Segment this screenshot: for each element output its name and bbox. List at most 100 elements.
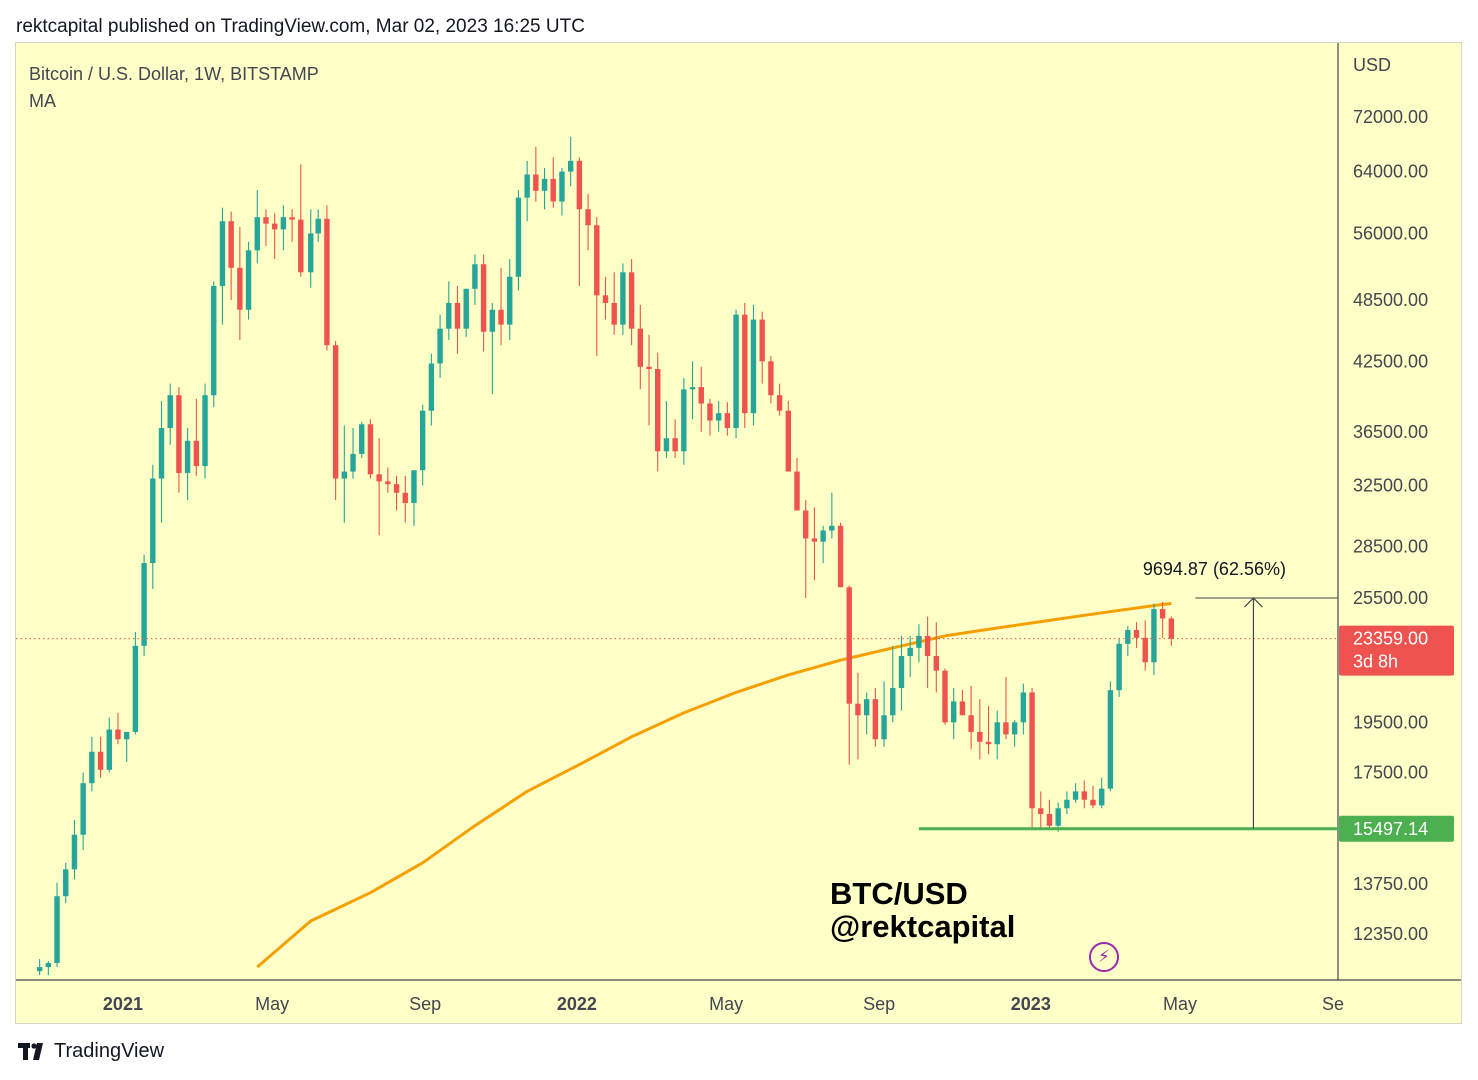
support-price-badge: [1339, 815, 1454, 842]
candle-body: [968, 715, 974, 732]
candle-body: [567, 160, 574, 172]
current-price-label: 23359.00: [1353, 629, 1428, 649]
price-axis-unit: USD: [1353, 55, 1391, 75]
candle-body: [54, 896, 60, 964]
lightning-icon[interactable]: ⚡: [1089, 942, 1119, 972]
price-tick-label: 42500.00: [1353, 351, 1428, 371]
candle-body: [724, 413, 731, 429]
candle-body: [890, 687, 896, 716]
time-tick-label: Sep: [863, 994, 895, 1014]
moving-average-layer: [256, 602, 1172, 969]
candle-body: [289, 217, 295, 220]
candle-body: [881, 715, 887, 740]
candle-body: [341, 471, 348, 479]
watermark-line-1: BTC/USD: [830, 876, 968, 911]
candle-body: [907, 647, 913, 657]
candle-body: [419, 410, 426, 471]
candle-body: [594, 225, 600, 296]
candle-body: [681, 389, 687, 452]
candle-body: [1090, 799, 1096, 806]
candle-body: [1133, 629, 1140, 638]
watermark-text: BTC/USD @rektcapital: [830, 877, 1015, 943]
candle-body: [655, 368, 661, 452]
candle-body: [376, 474, 382, 482]
price-tick-label: 64000.00: [1353, 162, 1428, 182]
candle-body: [855, 703, 861, 716]
candle-body: [768, 361, 774, 396]
candle-body: [324, 218, 330, 346]
candle-body: [620, 272, 626, 325]
candle-body: [446, 302, 452, 329]
candle-body: [707, 403, 713, 421]
candle-countdown-label: 3d 8h: [1353, 652, 1398, 672]
price-tick-label: 56000.00: [1353, 223, 1428, 243]
chart-panel[interactable]: USD 72000.00 64000.00 56000.00 48500.00 42500…: [15, 42, 1462, 1024]
price-tick-label: 36500.00: [1353, 422, 1428, 442]
candle-body: [1081, 791, 1087, 800]
candle-body: [89, 751, 95, 784]
candle-body: [951, 701, 957, 723]
candle-body: [602, 295, 609, 303]
candle-body: [628, 272, 635, 329]
candle-body: [393, 484, 400, 493]
candle-body: [489, 309, 496, 332]
candle-body: [367, 424, 374, 475]
candle-body: [985, 741, 992, 745]
candle-body: [994, 722, 1000, 745]
footer: TradingView: [18, 1040, 164, 1063]
candle-body: [411, 470, 417, 504]
candle-body: [141, 563, 147, 646]
candle-body: [480, 264, 487, 332]
candle-body: [280, 217, 287, 230]
overlay-layer: 23359.00 3d 8h 15497.14 9694.87 (62.56%): [16, 559, 1454, 842]
candle-body: [672, 438, 678, 452]
candle-body: [689, 387, 696, 390]
candle-body: [872, 699, 879, 740]
candle-body: [332, 345, 339, 479]
candle-body: [515, 197, 522, 277]
candle-body: [245, 250, 252, 310]
candle-body: [36, 967, 43, 972]
candle-body: [308, 233, 314, 273]
candle-body: [315, 218, 321, 234]
candle-body: [733, 314, 739, 429]
candle-body: [1168, 618, 1175, 639]
candle-layer: [36, 136, 1175, 976]
candle-body: [550, 178, 556, 202]
candle-body: [559, 171, 565, 202]
candle-body: [794, 471, 800, 511]
indicator-label[interactable]: MA: [29, 91, 56, 111]
candle-body: [742, 314, 748, 414]
candle-body: [176, 395, 182, 473]
candle-body: [785, 410, 792, 472]
price-tick-label: 72000.00: [1353, 107, 1428, 127]
symbol-title[interactable]: Bitcoin / U.S. Dollar, 1W, BITSTAMP: [29, 64, 319, 84]
time-tick-label: Sep: [409, 994, 441, 1014]
candle-body: [1107, 690, 1114, 789]
candle-body: [463, 288, 469, 329]
candle-body: [507, 276, 513, 325]
candle-body: [585, 209, 591, 226]
footer-brand[interactable]: TradingView: [54, 1040, 165, 1062]
candle-body: [820, 530, 826, 542]
time-tick-label: 2023: [1011, 994, 1051, 1014]
candle-body: [776, 395, 783, 411]
price-tick-label: 19500.00: [1353, 712, 1428, 732]
price-tick-label: 25500.00: [1353, 588, 1428, 608]
candle-body: [1125, 629, 1131, 644]
candle-body: [646, 366, 652, 369]
price-chart[interactable]: USD 72000.00 64000.00 56000.00 48500.00 42500…: [16, 43, 1462, 1024]
candle-body: [498, 309, 504, 325]
candle-body: [942, 670, 948, 723]
candle-body: [184, 440, 191, 473]
tradingview-logo-icon[interactable]: [18, 1042, 48, 1061]
candle-body: [1011, 722, 1018, 735]
candle-body: [1003, 722, 1009, 735]
measure-arrow-head: [1244, 597, 1263, 608]
candle-body: [759, 319, 765, 362]
publish-info: rektcapital published on TradingView.com…: [16, 16, 585, 37]
candle-body: [977, 731, 983, 742]
candle-body: [637, 328, 644, 367]
axis-layer: USD 72000.00 64000.00 56000.00 48500.00 42500…: [16, 43, 1461, 1014]
candle-body: [541, 178, 548, 191]
